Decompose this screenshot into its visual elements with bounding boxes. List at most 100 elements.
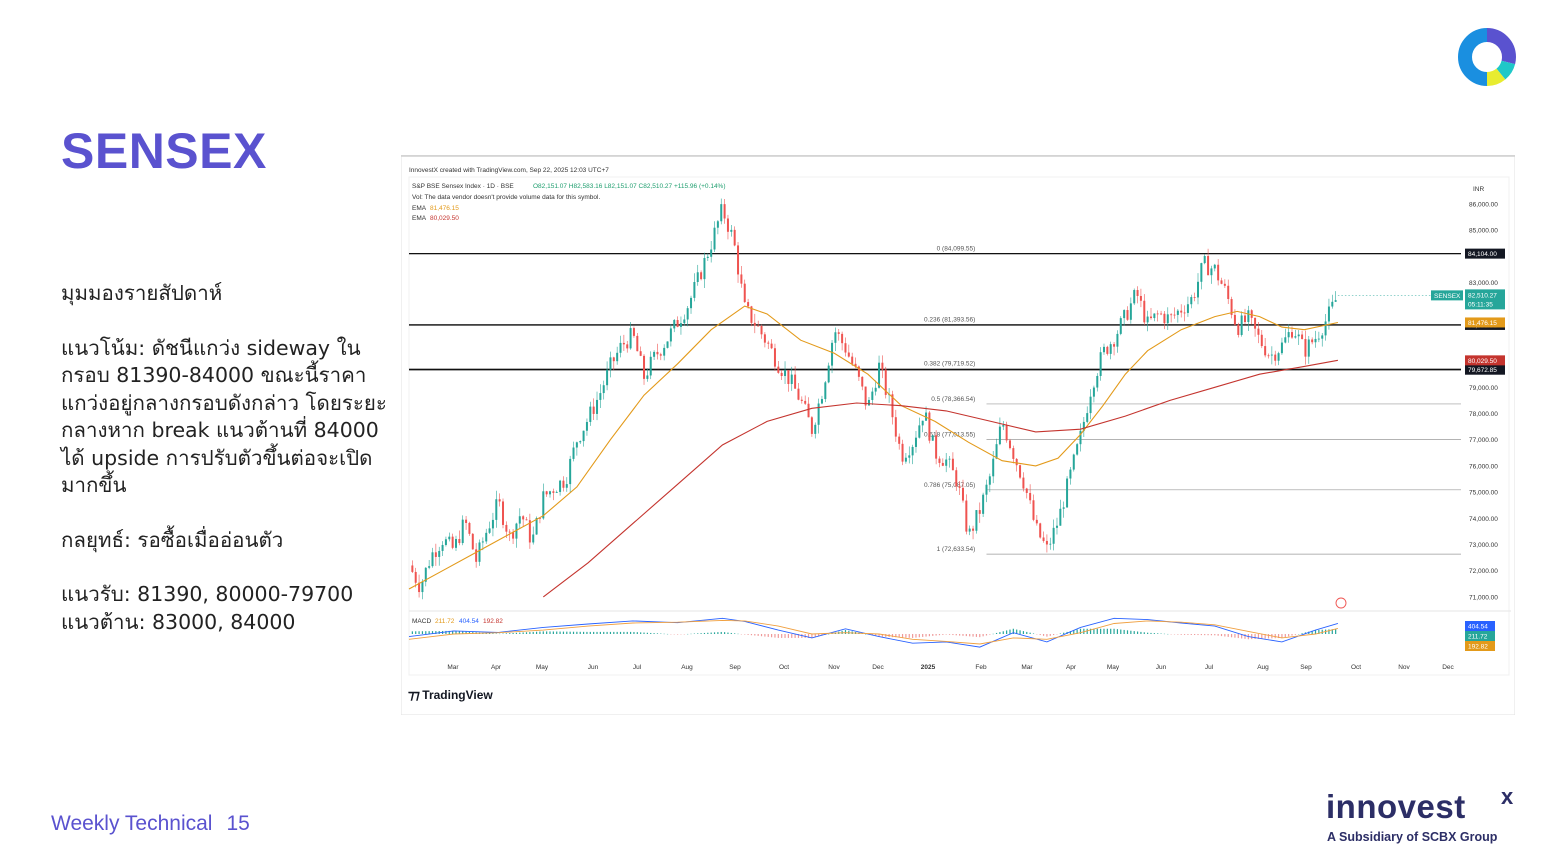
candle-body [975, 510, 978, 531]
candle-body [669, 328, 672, 342]
candle-body [1304, 338, 1307, 357]
candle-body [1301, 334, 1304, 339]
macd-histogram-bar [1190, 634, 1192, 635]
candle-body [904, 457, 907, 462]
candle-body [1240, 315, 1243, 335]
candle-body [649, 356, 652, 376]
macd-histogram-bar [613, 631, 615, 634]
candle-body [1116, 333, 1119, 347]
macd-histogram-bar [1032, 633, 1035, 634]
candle-body [1025, 488, 1028, 493]
price-tag-value-1: 81,476.15 [1468, 320, 1497, 327]
footer-section: Weekly Technical [51, 812, 213, 835]
candle-body [478, 542, 481, 562]
y-tick-9: 73,000.00 [1469, 542, 1498, 549]
candle-body [1311, 339, 1314, 343]
candle-body [1280, 342, 1283, 354]
ema-slow-line [542, 359, 1338, 598]
macd-histogram-bar [452, 630, 454, 634]
candle-body [753, 322, 756, 326]
candle-body [599, 393, 602, 400]
macd-histogram-bar [814, 634, 816, 638]
macd-histogram-bar [700, 633, 702, 634]
candle-body [713, 227, 716, 250]
macd-histogram-bar [1019, 630, 1021, 634]
candle-body [1230, 299, 1233, 315]
candle-body [535, 518, 538, 535]
candle-body [864, 386, 867, 406]
candle-body [1123, 310, 1126, 319]
macd-histogram-bar [1147, 632, 1149, 634]
candle-body [978, 510, 981, 514]
macd-histogram-bar [1136, 631, 1139, 634]
macd-histogram-bar [535, 631, 538, 634]
macd-histogram-bar [730, 632, 732, 634]
macd-histogram-bar [1016, 629, 1018, 634]
macd-histogram-bar [1194, 634, 1196, 635]
candle-body [1250, 310, 1253, 318]
candle-body [972, 528, 975, 531]
macd-histogram-bar [1049, 634, 1051, 636]
candle-body [743, 283, 746, 303]
candle-body [726, 218, 729, 232]
candle-body [596, 399, 599, 414]
macd-histogram-bar [1274, 634, 1276, 639]
macd-histogram-bar [1254, 634, 1256, 639]
candle-body [1180, 310, 1183, 313]
candle-body [666, 341, 669, 348]
candle-body [1244, 315, 1247, 323]
macd-histogram-bar [1200, 634, 1202, 636]
candle-body [1247, 310, 1250, 323]
macd-histogram-bar [425, 631, 427, 634]
candle-body [559, 480, 562, 492]
candle-body [1149, 316, 1152, 319]
macd-histogram-bar [959, 634, 961, 636]
macd-histogram-bar [629, 631, 632, 634]
macd-histogram-bar [599, 631, 601, 634]
candle-body [1106, 346, 1109, 354]
macd-histogram-bar [1314, 630, 1317, 634]
macd-histogram-bar [727, 632, 729, 634]
candle-body [1113, 344, 1116, 347]
candle-body [1019, 465, 1022, 478]
candle-body [562, 480, 565, 488]
candle-body [659, 354, 662, 356]
x-label-12: Mar [1021, 664, 1033, 671]
x-label-1: Apr [491, 664, 502, 671]
macd-histogram-bar [1244, 634, 1246, 639]
macd-histogram-bar [656, 633, 659, 634]
candle-body [992, 458, 995, 477]
candle-body [1227, 285, 1230, 300]
candle-body [609, 357, 612, 370]
candle-body [914, 437, 917, 447]
candle-body [834, 332, 837, 343]
macd-histogram-bar [955, 634, 957, 636]
macd-histogram-bar [1042, 634, 1045, 636]
candle-body [676, 320, 679, 327]
macd-histogram-bar [710, 632, 712, 634]
macd-histogram-bar [707, 632, 709, 634]
candle-body [1203, 256, 1206, 264]
macd-histogram-bar [818, 634, 820, 637]
candle-body [800, 399, 803, 401]
candle-body [1291, 332, 1294, 338]
candle-body [965, 500, 968, 532]
price-tag-bg-1 [1465, 317, 1505, 328]
macd-tag-bg-2 [1465, 641, 1495, 651]
macd-histogram-bar [431, 631, 434, 634]
price-tag-value-2: 80,029.50 [1468, 358, 1497, 365]
candle-body [1173, 314, 1176, 316]
chart-watermark: InnovestX created with TradingView.com, … [409, 167, 609, 174]
macd-histogram-bar [932, 634, 934, 636]
macd-histogram-bar [1133, 631, 1135, 634]
sr-tag-0: 84,104.00 [1468, 251, 1497, 258]
macd-histogram-bar [811, 634, 813, 638]
macd-histogram-bar [844, 630, 847, 634]
candle-body [1264, 346, 1267, 356]
candle-body [639, 351, 642, 356]
macd-histogram-bar [505, 633, 507, 634]
macd-line [408, 617, 1339, 648]
candle-body [1294, 336, 1297, 338]
macd-histogram-bar [519, 632, 521, 634]
candle-body [1002, 425, 1005, 427]
